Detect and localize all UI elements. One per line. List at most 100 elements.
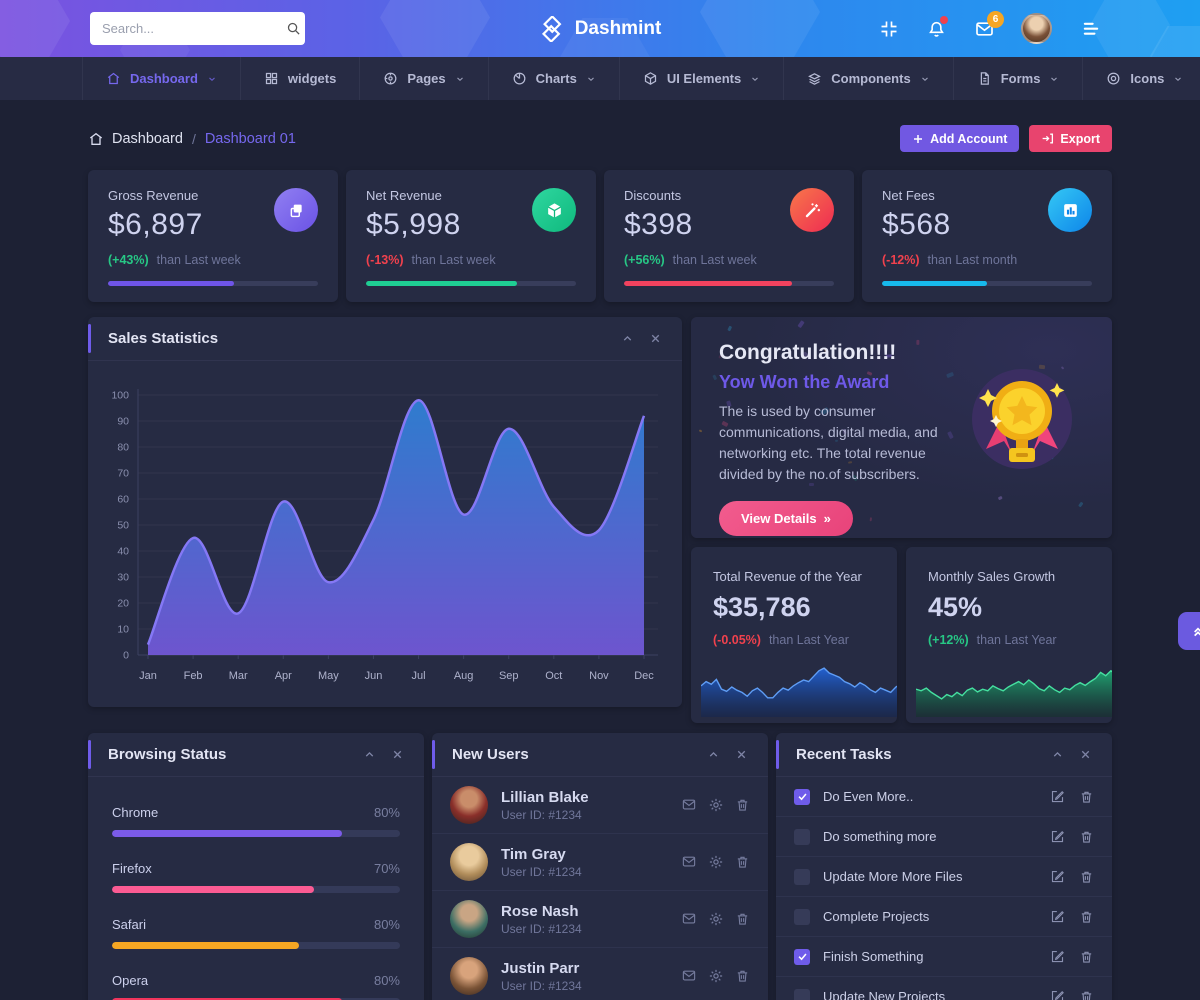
stat-card-net-revenue: Net Revenue $5,998 (-13%) than Last week — [346, 170, 596, 302]
breadcrumb-current[interactable]: Dashboard 01 — [204, 130, 296, 147]
card-header: Sales Statistics — [88, 317, 682, 361]
delta-value: (-13%) — [366, 253, 404, 267]
mail-icon[interactable] — [681, 854, 697, 870]
mail-icon[interactable] — [681, 968, 697, 984]
cube-icon — [643, 71, 658, 86]
edit-icon[interactable] — [1050, 869, 1065, 885]
confetti-speck — [727, 325, 733, 332]
browser-row-opera: Opera 80% — [112, 973, 400, 1000]
user-row: Tim Gray User ID: #1234 — [432, 834, 768, 891]
user-name: Lillian Blake — [501, 788, 589, 806]
gear-icon[interactable] — [708, 968, 724, 984]
trash-icon[interactable] — [1079, 909, 1094, 925]
edit-icon[interactable] — [1050, 949, 1065, 965]
delta-value: (-0.05%) — [713, 633, 761, 647]
edit-icon[interactable] — [1050, 909, 1065, 925]
add-account-button[interactable]: Add Account — [900, 125, 1020, 152]
tasks-list: Do Even More.. Do something more Update Mo… — [776, 777, 1112, 1000]
nav-item-components[interactable]: Components — [783, 57, 952, 100]
collapse-icon[interactable] — [707, 748, 720, 761]
nav-item-pages[interactable]: Pages — [359, 57, 487, 100]
trash-icon[interactable] — [735, 797, 750, 813]
gear-icon[interactable] — [708, 911, 724, 927]
trash-icon[interactable] — [1079, 869, 1094, 885]
nav-item-forms[interactable]: Forms — [952, 57, 1083, 100]
trash-icon[interactable] — [1079, 789, 1094, 805]
new-users-card: New Users Lillian Blake User ID: #1234 Tim… — [432, 733, 768, 1000]
chevron-down-icon — [455, 74, 465, 84]
revenue-sparkline — [701, 655, 897, 717]
user-avatar — [450, 786, 488, 824]
growth-sparkline — [916, 655, 1112, 717]
confetti-speck — [699, 429, 704, 433]
nav-item-icons[interactable]: Icons — [1082, 57, 1200, 100]
search-icon[interactable] — [286, 21, 301, 36]
nav-item-ui-elements[interactable]: UI Elements — [618, 57, 783, 100]
mail-icon[interactable] — [681, 911, 697, 927]
scroll-to-top-button[interactable] — [1178, 612, 1200, 650]
close-icon[interactable] — [649, 332, 662, 345]
file-icon — [977, 71, 992, 86]
nav-item-dashboard[interactable]: Dashboard — [82, 57, 240, 100]
task-row: Do Even More.. — [776, 777, 1112, 817]
edit-icon[interactable] — [1050, 829, 1065, 845]
trash-icon[interactable] — [735, 854, 750, 870]
trash-icon[interactable] — [1079, 829, 1094, 845]
trash-icon[interactable] — [1079, 989, 1094, 1000]
trash-icon[interactable] — [735, 911, 750, 927]
task-checkbox[interactable] — [794, 948, 810, 965]
collapse-icon[interactable] — [621, 332, 634, 345]
accent-bar — [432, 740, 435, 769]
gear-icon[interactable] — [708, 854, 724, 870]
sales-growth-card: Monthly Sales Growth 45% (+12%) than Las… — [906, 547, 1112, 723]
fullscreen-icon[interactable] — [879, 19, 899, 39]
messages-envelope-icon[interactable]: 6 — [974, 10, 1004, 39]
menu-hamburger-icon[interactable] — [1080, 20, 1102, 38]
task-label: Update New Projects — [823, 989, 946, 1000]
collapse-icon[interactable] — [363, 748, 376, 761]
user-row: Rose Nash User ID: #1234 — [432, 891, 768, 948]
close-icon[interactable] — [735, 748, 748, 761]
edit-icon[interactable] — [1050, 989, 1065, 1000]
topbar-actions: 6 — [851, 10, 1200, 44]
total-revenue-card: Total Revenue of the Year $35,786 (-0.05… — [691, 547, 897, 723]
export-button[interactable]: Export — [1029, 125, 1112, 152]
search-input[interactable] — [102, 21, 278, 36]
notifications-bell-icon[interactable] — [927, 15, 948, 39]
gear-icon[interactable] — [708, 797, 724, 813]
task-checkbox[interactable] — [794, 988, 810, 1000]
breadcrumb-home-icon[interactable] — [88, 131, 104, 147]
svg-text:20: 20 — [117, 598, 129, 610]
delta-value: (+12%) — [928, 633, 969, 647]
nav-item-widgets[interactable]: widgets — [239, 57, 359, 100]
browsing-list: Chrome 80% Firefox 70% Safari 80% Opera 80% — [88, 777, 424, 1000]
breadcrumb-root[interactable]: Dashboard — [112, 130, 183, 147]
app-logo[interactable]: Dashmint — [539, 0, 661, 57]
task-label: Finish Something — [823, 949, 924, 964]
user-avatar[interactable] — [1021, 13, 1052, 44]
trash-icon[interactable] — [1079, 949, 1094, 965]
mail-icon[interactable] — [681, 797, 697, 813]
close-icon[interactable] — [391, 748, 404, 761]
view-details-button[interactable]: View Details» — [719, 501, 853, 536]
task-checkbox[interactable] — [794, 828, 810, 845]
user-name: Tim Gray — [501, 845, 566, 863]
trash-icon[interactable] — [735, 968, 750, 984]
stat-title: Discounts — [624, 188, 682, 203]
stat-progress-track — [108, 281, 318, 286]
task-row: Update More More Files — [776, 857, 1112, 897]
task-row: Complete Projects — [776, 897, 1112, 937]
close-icon[interactable] — [1079, 748, 1092, 761]
task-checkbox[interactable] — [794, 908, 810, 925]
nav-item-label: Charts — [535, 71, 577, 86]
nav-item-charts[interactable]: Charts — [487, 57, 619, 100]
task-checkbox[interactable] — [794, 788, 810, 805]
edit-icon[interactable] — [1050, 789, 1065, 805]
stat-progress-fill — [108, 281, 234, 286]
stat-value: $5,998 — [366, 208, 461, 241]
user-row: Lillian Blake User ID: #1234 — [432, 777, 768, 834]
browser-bar-fill — [112, 830, 343, 837]
browser-percent: 70% — [373, 861, 400, 876]
collapse-icon[interactable] — [1051, 748, 1064, 761]
task-checkbox[interactable] — [794, 868, 810, 885]
